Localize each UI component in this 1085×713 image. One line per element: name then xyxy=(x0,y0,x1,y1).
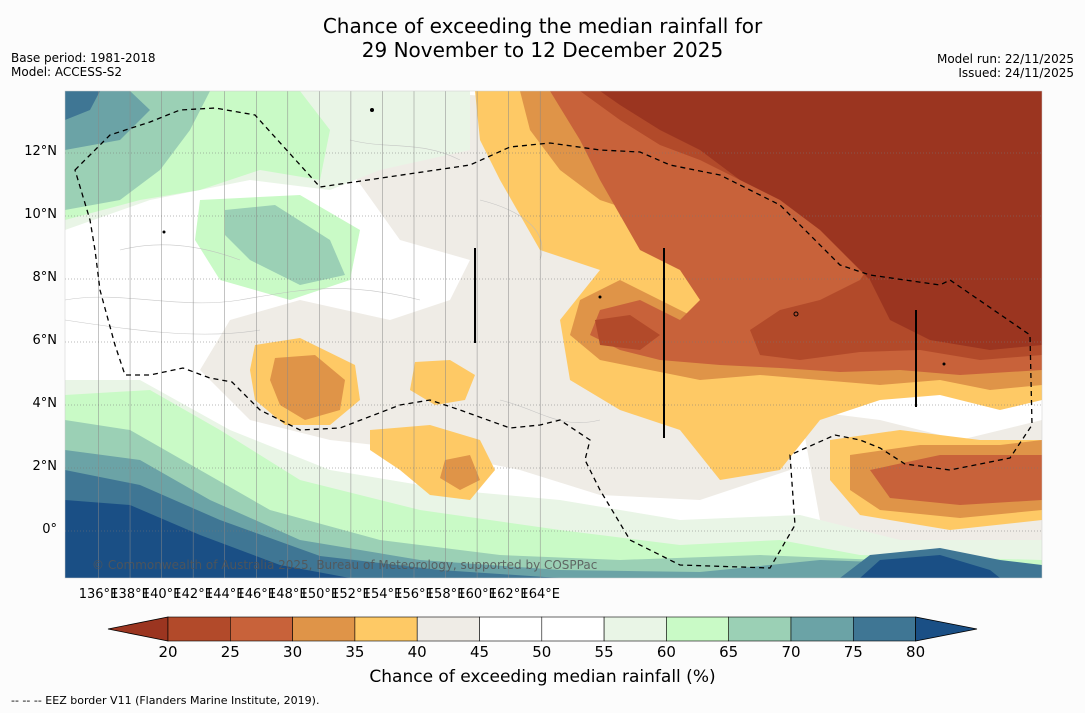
longitude-label: 152°E xyxy=(331,587,371,602)
zone-65-70-mid xyxy=(225,205,345,285)
colorbar-segment xyxy=(230,616,293,642)
chart-title: Chance of exceeding the median rainfall … xyxy=(0,14,1085,62)
colorbar-segment xyxy=(479,616,543,642)
tiny-islands xyxy=(162,108,946,366)
meta-right: Model run: 22/11/2025 Issued: 24/11/2025 xyxy=(937,52,1074,80)
zone-25-30-se xyxy=(870,455,1042,505)
title-line-2: 29 November to 12 December 2025 xyxy=(361,38,724,62)
colorbar-segment xyxy=(852,616,916,642)
colorbar-tick-label: 50 xyxy=(532,643,552,661)
longitude-label: 144°E xyxy=(204,587,245,602)
colorbar-tick-label: 25 xyxy=(220,643,240,661)
latitude-label: 8°N xyxy=(32,270,58,285)
zone-20-25-south xyxy=(595,315,660,350)
longitude-label: 142°E xyxy=(173,587,213,602)
colorbar-arrow-high xyxy=(915,616,978,642)
map-fields xyxy=(65,91,1042,578)
map-frame xyxy=(64,90,1043,579)
longitude-label: 154°E xyxy=(362,587,403,602)
island-marks xyxy=(474,248,917,438)
longitude-label: 158°E xyxy=(425,587,466,602)
colorbar-tick-label: 60 xyxy=(656,643,676,661)
base-period-label: Base period: 1981-2018 xyxy=(11,51,156,65)
longitude-label: 150°E xyxy=(299,587,340,602)
latitude-label: 4°N xyxy=(32,396,58,411)
colorbar-tick-label: 75 xyxy=(843,643,863,661)
colorbar-tick-label: 65 xyxy=(719,643,739,661)
colorbar-tick-label: 45 xyxy=(469,643,490,661)
longitude-label: 148°E xyxy=(268,587,308,602)
title-line-1: Chance of exceeding the median rainfall … xyxy=(322,14,763,38)
longitude-label: 162°E xyxy=(488,587,529,602)
colorbar-arrow-low xyxy=(107,616,169,642)
zone-65-70-south xyxy=(65,420,1042,578)
zone-70-75-south xyxy=(65,450,1042,578)
eez-border xyxy=(74,107,1033,569)
colorbar-segment xyxy=(292,616,356,642)
latitude-label: 10°N xyxy=(24,207,57,222)
colorbar-segment xyxy=(728,616,792,642)
eez-legend-note: -- -- -- EEZ border V11 (Flanders Marine… xyxy=(11,694,320,707)
zone-75-80-nw xyxy=(65,91,100,120)
latitude-label: 12°N xyxy=(24,144,57,159)
colorbar-tick-label: 55 xyxy=(594,643,614,661)
zone-35-40-b xyxy=(410,360,475,405)
colorbar-segment xyxy=(541,616,605,642)
zone-below-20-ne xyxy=(600,91,1042,350)
colorbar-tick-label: 80 xyxy=(906,643,926,661)
contour-lines xyxy=(65,139,601,424)
colorbar-title: Chance of exceeding median rainfall (%) xyxy=(369,667,716,687)
issued-label: Issued: 24/11/2025 xyxy=(958,66,1074,80)
colorbar-segment xyxy=(167,616,231,642)
longitude-label: 136°E xyxy=(78,587,119,602)
colorbar-segment xyxy=(666,616,730,642)
latitude-label: 6°N xyxy=(32,333,58,348)
colorbar-tick-label: 30 xyxy=(283,643,303,661)
colorbar-segment xyxy=(790,616,854,642)
model-run-label: Model run: 22/11/2025 xyxy=(936,52,1074,66)
meta-left: Base period: 1981-2018 Model: ACCESS-S2 xyxy=(11,51,156,79)
colorbar-tick-label: 70 xyxy=(781,643,801,661)
colorbar-segment xyxy=(603,616,667,642)
copyright-notice: © Commonwealth of Australia 2025, Bureau… xyxy=(92,558,598,572)
longitude-label: 146°E xyxy=(236,587,277,602)
longitude-label: 138°E xyxy=(110,587,150,602)
longitude-label: 156°E xyxy=(394,587,434,602)
colorbar-segment xyxy=(354,616,418,642)
latitude-label: 0° xyxy=(42,522,57,537)
longitude-label: 140°E xyxy=(141,587,182,602)
colorbar-tick-label: 40 xyxy=(407,643,427,661)
zone-30-35-c xyxy=(440,455,480,490)
longitude-label: 160°E xyxy=(457,587,497,602)
model-label: Model: ACCESS-S2 xyxy=(11,65,123,79)
gridlines xyxy=(65,91,1042,578)
colorbar-segment xyxy=(416,616,480,642)
colorbar xyxy=(107,616,978,642)
zone-30-35-a xyxy=(270,355,345,420)
zone-80-plus-se xyxy=(860,555,1000,578)
longitude-label: 164°E xyxy=(520,587,560,602)
latitude-label: 2°N xyxy=(32,459,58,474)
colorbar-tick-label: 35 xyxy=(345,643,365,661)
colorbar-tick-label: 20 xyxy=(158,643,178,661)
zone-80-plus-south xyxy=(65,500,350,578)
